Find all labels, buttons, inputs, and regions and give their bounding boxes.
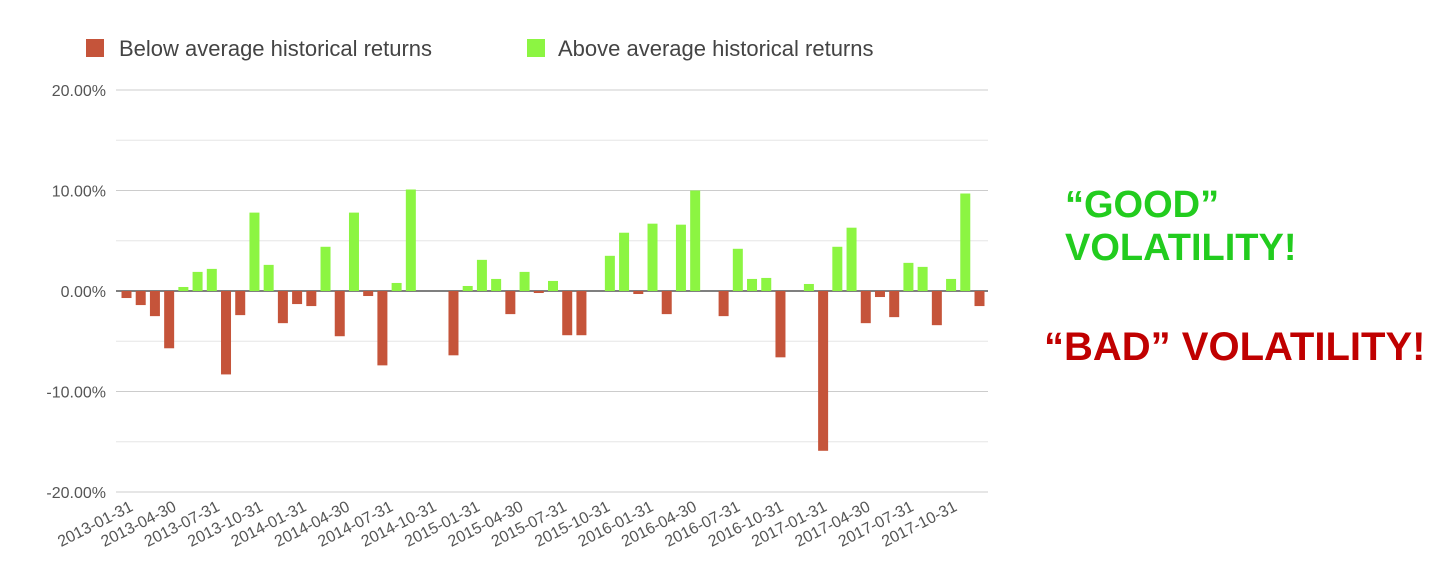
bar-below-average: [562, 291, 573, 336]
y-tick-label: 0.00%: [61, 284, 106, 301]
bar-below-average: [633, 291, 644, 295]
bar-above-average: [647, 223, 658, 291]
bar-below-average: [718, 291, 729, 317]
bar-below-average: [221, 291, 232, 375]
bar-above-average: [747, 278, 758, 291]
bar-above-average: [803, 283, 814, 291]
bar-below-average: [889, 291, 900, 318]
bar-above-average: [846, 227, 857, 291]
bar-below-average: [306, 291, 317, 307]
bar-above-average: [249, 212, 260, 291]
bar-above-average: [519, 271, 530, 291]
legend-swatch-below: [86, 39, 104, 57]
bar-above-average: [462, 285, 473, 291]
y-axis: 20.00% 10.00% 0.00% -10.00% -20.00%: [46, 83, 106, 502]
bar-below-average: [292, 291, 303, 305]
bar-above-average: [348, 212, 359, 291]
bar-above-average: [946, 278, 957, 291]
bar-below-average: [448, 291, 459, 356]
bars: [121, 189, 985, 451]
legend-label-above: Above average historical returns: [558, 36, 874, 61]
bar-below-average: [860, 291, 871, 324]
bar-above-average: [604, 255, 615, 291]
bar-below-average: [277, 291, 288, 324]
bar-below-average: [974, 291, 985, 307]
bar-above-average: [619, 232, 630, 291]
good-volatility-line1: “GOOD”: [1065, 184, 1220, 226]
bar-above-average: [263, 264, 274, 291]
bar-below-average: [235, 291, 246, 316]
bar-below-average: [874, 291, 885, 298]
bar-above-average: [903, 262, 914, 291]
x-axis: 2013-01-312013-04-302013-07-312013-10-31…: [55, 498, 960, 550]
bar-below-average: [505, 291, 516, 315]
bar-above-average: [178, 286, 189, 291]
good-volatility-line2: VOLATILITY!: [1065, 226, 1297, 269]
legend-swatch-above: [527, 39, 545, 57]
y-tick-label: 10.00%: [52, 184, 106, 201]
bar-below-average: [661, 291, 672, 315]
y-tick-label: -10.00%: [46, 385, 106, 402]
bar-above-average: [206, 268, 217, 291]
bar-above-average: [391, 282, 402, 291]
bar-below-average: [164, 291, 175, 349]
bar-above-average: [960, 193, 971, 291]
bar-below-average: [363, 291, 374, 297]
y-tick-label: -20.00%: [46, 485, 106, 502]
bar-below-average: [149, 291, 160, 317]
bar-above-average: [761, 277, 772, 291]
bar-above-average: [732, 248, 743, 291]
bar-above-average: [548, 280, 558, 291]
bar-above-average: [405, 189, 416, 291]
bar-below-average: [818, 291, 829, 451]
good-volatility-callout: “GOOD” VOLATILITY!: [1065, 184, 1297, 269]
legend: Below average historical returns Above a…: [86, 36, 874, 61]
bar-above-average: [832, 246, 843, 291]
legend-label-below: Below average historical returns: [119, 36, 432, 61]
bar-below-average: [775, 291, 786, 358]
bar-below-average: [135, 291, 146, 306]
bar-above-average: [320, 246, 331, 291]
bar-below-average: [931, 291, 942, 326]
bar-below-average: [533, 291, 544, 294]
bar-below-average: [377, 291, 388, 366]
bar-above-average: [476, 259, 487, 291]
bar-above-average: [675, 224, 686, 291]
bar-below-average: [121, 291, 132, 299]
bar-above-average: [192, 271, 203, 291]
bar-above-average: [917, 266, 928, 291]
bar-above-average: [690, 190, 701, 291]
bar-below-average: [334, 291, 345, 337]
bar-above-average: [491, 278, 502, 291]
y-tick-label: 20.00%: [52, 83, 106, 100]
bad-volatility-callout: “BAD” VOLATILITY!: [1044, 325, 1426, 369]
bar-below-average: [576, 291, 587, 336]
